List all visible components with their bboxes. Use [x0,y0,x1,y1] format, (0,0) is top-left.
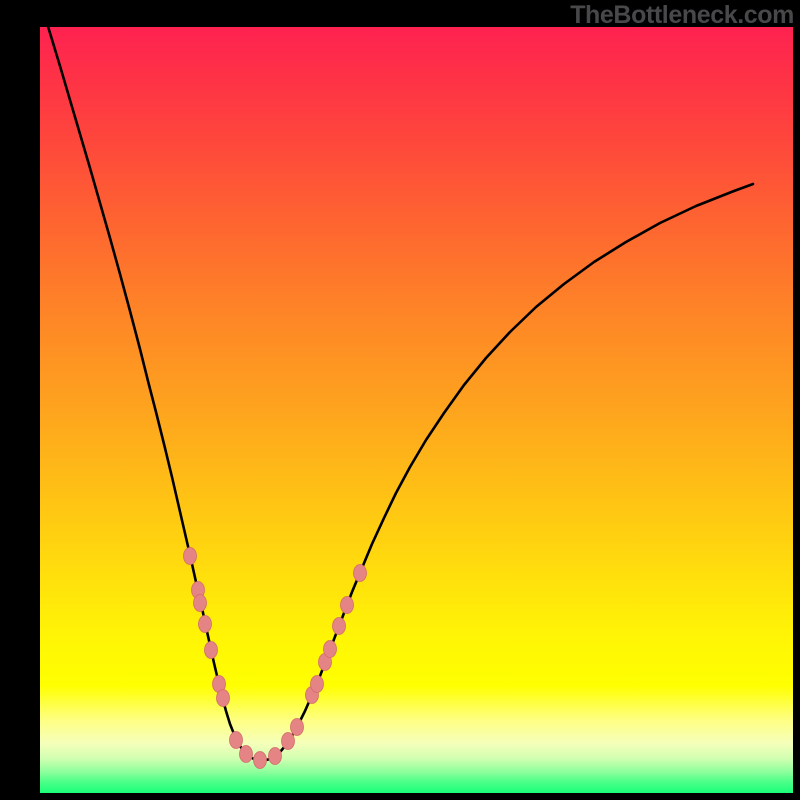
chart-svg [40,27,793,793]
curve-marker [282,733,295,750]
curve-marker [217,690,230,707]
gradient-background [40,27,793,793]
curve-marker [354,565,367,582]
curve-marker [240,746,253,763]
curve-marker [184,548,197,565]
curve-marker [269,748,282,765]
curve-marker [205,642,218,659]
plot-area [40,27,793,793]
curve-marker [324,641,337,658]
curve-marker [341,597,354,614]
curve-marker [230,732,243,749]
curve-marker [333,618,346,635]
curve-marker [254,752,267,769]
curve-marker [311,676,324,693]
watermark-text: TheBottleneck.com [570,1,794,30]
curve-marker [199,616,212,633]
curve-marker [291,719,304,736]
curve-marker [194,595,207,612]
